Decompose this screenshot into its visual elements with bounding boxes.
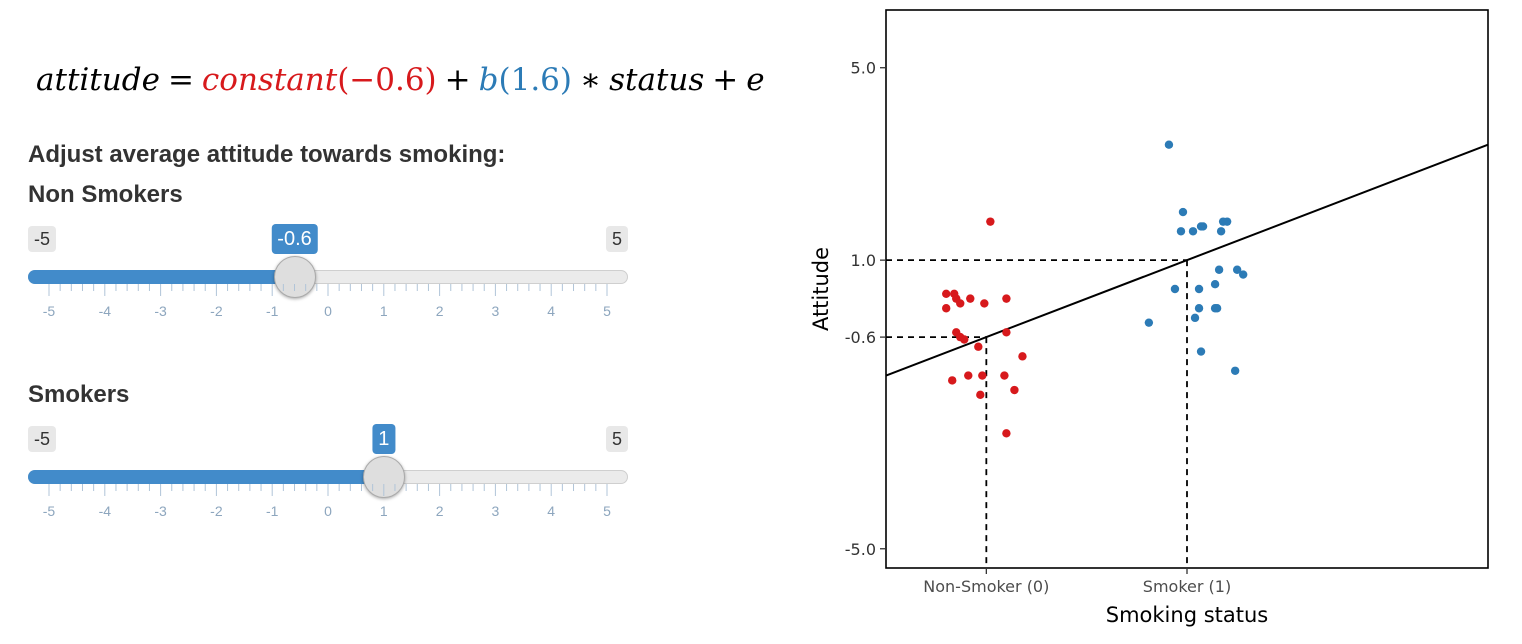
non-smoker-point [948, 376, 957, 385]
formula-b-name: b [478, 62, 499, 98]
scatter-chart: 5.0 1.0 -0.6 -5.0 Non-Smoker (0) Smoker (1) Sm… [809, 9, 1489, 627]
smoker-point [1188, 227, 1198, 236]
smoker-point [1170, 284, 1180, 294]
non-smoker-point [956, 299, 965, 308]
smoker-point [1230, 366, 1240, 375]
smoker-point [1232, 265, 1242, 274]
slider-tick-label: -4 [99, 303, 112, 319]
non-smoker-point [980, 299, 989, 308]
smoker-point [1190, 313, 1200, 323]
smoker-point [1212, 304, 1222, 313]
non-smoker-point [1010, 385, 1019, 395]
smoker-point [1164, 140, 1174, 149]
non-smoker-point [976, 390, 985, 400]
smokers-label: Smokers [28, 381, 130, 408]
y-tick-label: -0.6 [845, 328, 876, 347]
slider-tick-label: 3 [492, 303, 500, 319]
non-smokers-label: Non Smokers [28, 181, 183, 208]
slider-fill [28, 470, 384, 484]
smoker-point [1216, 227, 1226, 236]
slider-fill [28, 270, 295, 284]
formula-times: ∗ [580, 62, 602, 98]
slider-tick-label: 0 [324, 503, 332, 519]
non-smoker-point [986, 217, 995, 226]
slider-tick-label: -5 [43, 503, 56, 519]
x-tick-label: Smoker (1) [1143, 577, 1231, 596]
formula-b-value: (1.6) [498, 62, 573, 98]
slider-min-label: -5 [28, 426, 57, 452]
non-smoker-point [1000, 371, 1009, 380]
y-tick-label: 1.0 [851, 251, 876, 270]
formula-status: status [609, 62, 705, 98]
non-smoker-point [1018, 352, 1027, 361]
smoker-point [1218, 217, 1228, 226]
slider-tick-label: 0 [324, 303, 332, 319]
slider-ticks: -5 -4 -3 -2 -1 0 1 2 3 4 5 [43, 484, 611, 519]
slider-value-label: -0.6 [271, 224, 318, 254]
formula-constant-value: (−0.6) [337, 62, 437, 98]
non-smoker-point [1002, 429, 1011, 438]
slider-tick-label: -3 [154, 503, 167, 519]
slider-tick-label: -2 [210, 303, 223, 319]
smoker-point [1194, 304, 1204, 313]
smoker-point [1144, 318, 1154, 327]
non-smoker-point [966, 294, 975, 303]
slider-tick-label: -4 [99, 503, 112, 519]
formula-error: e [746, 62, 765, 98]
smoker-point [1238, 270, 1248, 279]
slider-tick-label: 4 [547, 503, 555, 519]
non-smoker-point [1002, 294, 1011, 303]
smoker-point [1196, 347, 1206, 356]
non-smoker-point [964, 371, 973, 380]
slider-max-label: 5 [605, 226, 628, 252]
regression-formula: attitude = constant(−0.6) + b(1.6) ∗ status + e [36, 62, 765, 112]
slider-tick-label: 4 [547, 303, 555, 319]
x-tick-label: Non-Smoker (0) [923, 577, 1049, 596]
formula-attitude: attitude [36, 62, 160, 98]
slider-min-label: -5 [28, 226, 57, 252]
slider-tick-label: 5 [603, 503, 611, 519]
non-smoker-point [942, 304, 951, 313]
slider-max-label: 5 [605, 426, 628, 452]
slider-tick-label: -1 [266, 303, 279, 319]
non-smoker-point [942, 289, 951, 299]
non-smokers-slider[interactable]: -5 5 -0.6 -5 -4 -3 -2 -1 0 1 2 3 4 5 [28, 224, 628, 336]
slider-tick-label: -2 [210, 503, 223, 519]
slider-tick-label: 5 [603, 303, 611, 319]
smoker-point [1178, 207, 1188, 217]
slider-ticks: -5 -4 -3 -2 -1 0 1 2 3 4 5 [43, 284, 611, 319]
formula-equals: = [167, 62, 194, 98]
non-smoker-point [978, 371, 987, 380]
slider-tick-label: -3 [154, 303, 167, 319]
slider-tick-label: 2 [436, 303, 444, 319]
smoker-point [1210, 279, 1220, 289]
y-tick-label: 5.0 [851, 59, 876, 78]
slider-tick-label: 1 [380, 303, 388, 319]
y-axis-title: Attitude [809, 247, 833, 331]
formula-plus-2: + [712, 62, 739, 98]
slider-tick-label: 3 [492, 503, 500, 519]
non-smoker-point [960, 335, 969, 344]
formula-constant-name: constant [201, 62, 338, 98]
slider-tick-label: 2 [436, 503, 444, 519]
smoker-point [1214, 265, 1224, 274]
y-tick-label: -5.0 [845, 540, 876, 559]
smoker-point [1176, 227, 1186, 236]
slider-value-label: 1 [372, 424, 396, 454]
smoker-point [1194, 284, 1204, 294]
non-smoker-point [974, 342, 983, 351]
x-axis-title: Smoking status [1106, 603, 1268, 627]
slider-tick-label: -1 [266, 503, 279, 519]
non-smoker-point [952, 328, 961, 337]
slider-tick-label: 1 [380, 503, 388, 519]
smoker-point [1196, 222, 1206, 231]
non-smoker-point [1002, 328, 1011, 337]
slider-tick-label: -5 [43, 303, 56, 319]
formula-plus-1: + [444, 62, 471, 98]
smokers-slider[interactable]: -5 5 1 -5 -4 -3 -2 -1 0 1 2 3 4 5 [28, 424, 628, 536]
section-heading: Adjust average attitude towards smoking: [28, 141, 506, 168]
